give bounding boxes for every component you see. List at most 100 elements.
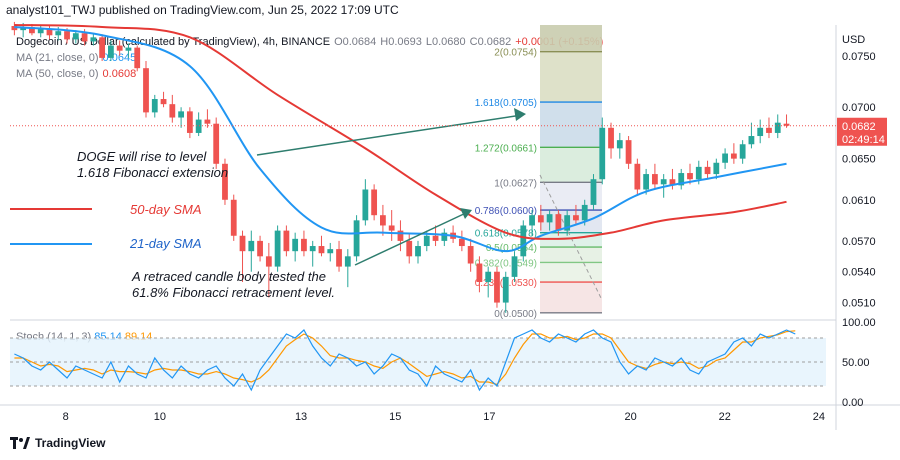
candle-body: [239, 235, 246, 252]
annotations: DOGE will rise to level 1.618 Fibonacci …: [10, 108, 526, 300]
time-tick: 10: [154, 411, 166, 423]
time-tick: 13: [295, 411, 307, 423]
candle-body: [134, 47, 141, 69]
candle-body: [529, 215, 535, 226]
price-tick: 0.0540: [842, 267, 876, 279]
candle-body: [616, 140, 623, 149]
price-tick: 0.0650: [842, 154, 876, 166]
ohlc-open: O0.0684: [334, 36, 377, 48]
candle-body: [415, 246, 421, 257]
candle-body: [748, 136, 755, 145]
time-axis: 8 10 13 15 17 20 22 24: [63, 411, 825, 423]
fib-level-label: 1.272(0.0661): [475, 143, 537, 154]
candle-body: [336, 249, 342, 267]
fib-level-label: 0(0.0500): [494, 309, 537, 320]
candle-body: [46, 29, 53, 36]
time-tick: 22: [719, 411, 731, 423]
candle-body: [37, 29, 44, 34]
last-price-tag: [837, 117, 887, 146]
candle-body: [90, 37, 97, 42]
ma50-line: [14, 24, 787, 240]
candle-body: [546, 214, 553, 223]
candle-body: [590, 179, 597, 205]
candle-body: [502, 276, 509, 303]
fib-band: [540, 282, 602, 313]
fib-level-label: 0.618(0.0578): [475, 229, 537, 240]
candle-body: [669, 179, 676, 186]
fib-band-top: [540, 25, 602, 52]
retrace-text-line2: 61.8% Fibonacci retracement level.: [132, 285, 335, 300]
candle-body: [687, 173, 693, 180]
candle-body: [406, 240, 413, 257]
candle-body: [213, 123, 220, 164]
candle-body: [344, 256, 351, 267]
candle-body: [783, 123, 790, 126]
candle-body: [81, 33, 88, 42]
candle-body: [178, 111, 184, 118]
currency-label: USD: [842, 34, 865, 46]
candle-body: [608, 127, 614, 149]
candle-body: [564, 215, 571, 231]
candle-body: [29, 27, 35, 34]
candle-body: [327, 249, 334, 254]
ma50-value: 0.0608: [102, 68, 137, 80]
candle-body: [195, 119, 202, 133]
price-axis: USD 0.0750 0.0700 0.0650 0.0610 0.0570 0.0540 0…: [10, 34, 887, 310]
candle-body: [222, 163, 228, 200]
candle-body: [494, 271, 500, 303]
candle-body: [652, 174, 658, 185]
candle-body: [204, 119, 211, 124]
candle-body: [108, 45, 114, 58]
fib-level-label: 2(0.0754): [494, 48, 537, 59]
candle-body: [72, 33, 79, 40]
candle-body: [143, 68, 149, 113]
stoch-k-line: [14, 329, 796, 392]
candle-body: [520, 225, 527, 257]
candle-body: [423, 235, 430, 247]
candle-body: [301, 238, 307, 252]
arrow-head-1618: [514, 108, 526, 121]
fibonacci-tool[interactable]: 2(0.0754) 1.618(0.0705) 1.272(0.0661) 1(0.0…: [475, 25, 603, 320]
candle-body: [581, 204, 588, 221]
candle-body: [476, 263, 483, 283]
candle-body: [634, 163, 641, 190]
candle-body: [309, 246, 316, 252]
candle-body: [353, 220, 360, 257]
candle-body: [485, 271, 492, 283]
fib-level-label: 1(0.0627): [494, 178, 537, 189]
candle-body: [388, 225, 395, 231]
candle-body: [397, 230, 404, 241]
candle-body: [704, 166, 711, 175]
candle-body: [774, 122, 781, 133]
ohlc-high: H0.0693: [380, 36, 422, 48]
candle-body: [125, 47, 132, 51]
candle-body: [573, 215, 579, 221]
tradingview-icon: [10, 437, 30, 449]
arrow-to-1618: [256, 114, 523, 156]
candle-body: [730, 153, 737, 159]
stoch-tick: 50.00: [842, 357, 870, 369]
price-tick: 0.0700: [842, 102, 876, 114]
candle-body: [230, 199, 237, 236]
candle-body: [248, 240, 255, 252]
fib-band: [540, 262, 602, 283]
candle-body: [713, 162, 720, 175]
candle-body: [678, 173, 685, 186]
candle-body: [160, 99, 167, 105]
price-tick: 0.0570: [842, 236, 876, 248]
candle-body: [757, 127, 764, 137]
time-tick: 8: [63, 411, 69, 423]
fib-band: [540, 247, 602, 263]
tradingview-brand: TradingView: [35, 436, 106, 450]
candle-body: [432, 235, 439, 241]
time-tick: 15: [389, 411, 401, 423]
candle-body: [274, 230, 281, 267]
candle-body: [265, 256, 272, 267]
candle-body: [380, 215, 386, 226]
bar-countdown: 02:49:14: [842, 134, 885, 146]
ma21-label: MA (21, close, 0): [16, 52, 99, 64]
candle-body: [458, 238, 465, 247]
candle-body: [555, 214, 562, 231]
candle-body: [660, 179, 667, 185]
